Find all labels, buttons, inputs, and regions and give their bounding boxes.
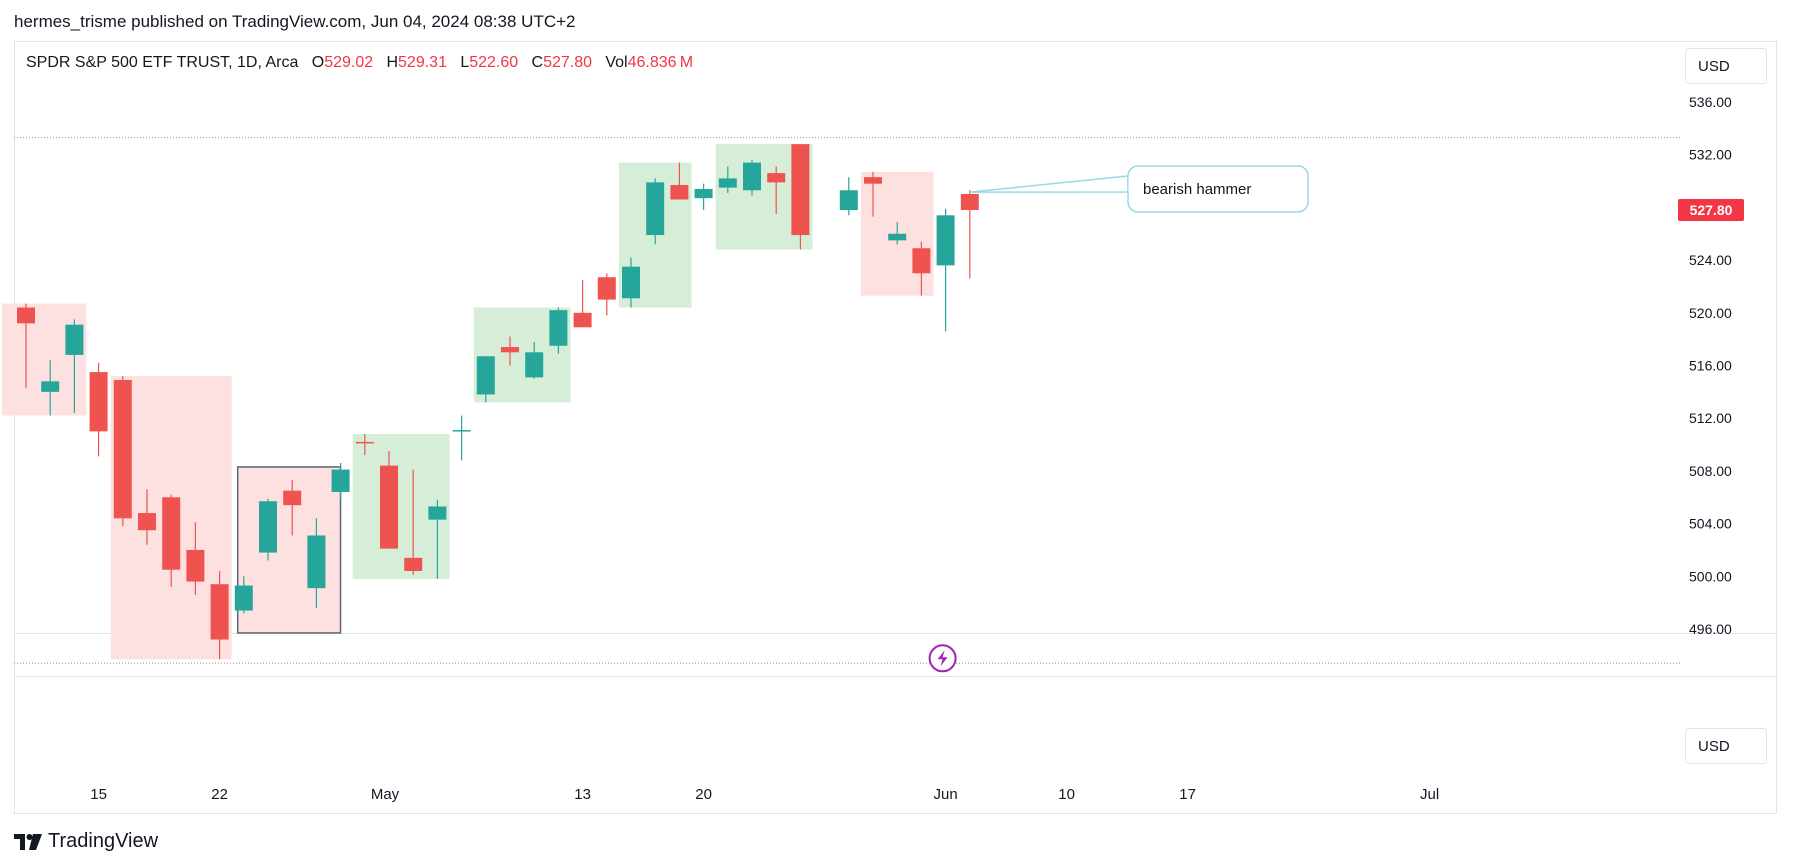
candle-body-21 — [501, 347, 519, 353]
x-tick-4: 13 — [574, 786, 591, 803]
candle-body-22 — [525, 352, 544, 378]
y-tick-9: 504.00 — [1689, 516, 1732, 532]
volume-value: 46.836 — [627, 54, 677, 71]
candle-body-28 — [670, 185, 689, 200]
candle-body-39 — [960, 193, 979, 211]
candle-body-24 — [573, 312, 592, 328]
candle-body-7 — [162, 497, 181, 570]
volume-label: Vol — [605, 54, 628, 71]
candle-body-27 — [646, 182, 665, 236]
candle-body-14 — [331, 469, 350, 492]
candle-body-4 — [89, 372, 108, 432]
candle-body-33 — [791, 144, 810, 236]
tradingview-logo[interactable]: TradingView — [14, 830, 158, 853]
candle-body-16 — [380, 465, 398, 549]
candle-body-10 — [234, 585, 253, 611]
candle-body-35 — [864, 177, 882, 184]
annotation-text: bearish hammer — [1143, 181, 1251, 198]
annotation-pointer — [969, 175, 1129, 193]
pane-separator-2 — [14, 676, 1777, 677]
open-label: O — [311, 54, 325, 71]
candle-body-31 — [743, 162, 761, 191]
y-tick-2: 532.00 — [1689, 147, 1732, 163]
x-tick-2: 22 — [211, 786, 228, 803]
volume-unit: M — [679, 54, 694, 71]
symbol-name: SPDR S&P 500 ETF TRUST, 1D, Arca — [26, 54, 299, 71]
candle-body-32 — [767, 173, 786, 183]
candle-body-19 — [452, 430, 471, 432]
currency-button-top[interactable]: USD — [1685, 48, 1767, 84]
pattern-zone-1 — [1, 303, 87, 416]
y-tick-10: 500.00 — [1689, 568, 1732, 584]
close-label: C — [531, 54, 544, 71]
candle-body-3 — [65, 324, 84, 355]
candle-body-29 — [694, 188, 713, 199]
x-tick-6: Jun — [934, 786, 958, 803]
close-value: 527.80 — [543, 54, 592, 71]
candle-body-1 — [17, 307, 35, 324]
candle-body-13 — [307, 535, 326, 589]
low-label: L — [460, 54, 470, 71]
high-value: 529.31 — [398, 54, 447, 71]
candle-body-26 — [622, 266, 640, 299]
candle-body-37 — [912, 248, 931, 274]
y-tick-6: 516.00 — [1689, 358, 1732, 374]
symbol-legend: SPDR S&P 500 ETF TRUST, 1D, Arca O529.02… — [26, 54, 693, 72]
candle-body-20 — [476, 356, 495, 395]
candle-body-9 — [210, 584, 229, 640]
candle-body-5 — [113, 379, 132, 519]
candle-body-15 — [355, 441, 374, 444]
high-label: H — [386, 54, 399, 71]
tradingview-brand: TradingView — [48, 830, 159, 852]
candle-body-30 — [718, 178, 737, 188]
y-tick-11: 496.00 — [1689, 621, 1732, 637]
tradingview-logo-icon — [14, 833, 42, 850]
annotation-join — [1128, 177, 1132, 192]
candle-body-34 — [839, 190, 858, 211]
x-tick-7: 10 — [1058, 786, 1075, 803]
publish-header: hermes_trisme published on TradingView.c… — [14, 12, 576, 31]
candle-body-17 — [404, 557, 423, 572]
candle-body-36 — [888, 233, 907, 241]
low-value: 522.60 — [469, 54, 519, 71]
currency-button-bottom[interactable]: USD — [1685, 728, 1767, 764]
x-tick-5: 20 — [695, 786, 712, 803]
x-tick-1: 15 — [90, 786, 107, 803]
annotation-callout — [1127, 165, 1309, 213]
y-tick-8: 508.00 — [1689, 463, 1732, 479]
chart-frame — [14, 41, 1777, 814]
candle-body-38 — [936, 215, 955, 266]
candle-body-8 — [186, 549, 205, 582]
x-tick-9: Jul — [1420, 786, 1439, 803]
candle-body-12 — [283, 490, 302, 506]
x-tick-3: May — [371, 786, 400, 803]
y-tick-1: 536.00 — [1689, 94, 1732, 110]
open-value: 529.02 — [324, 54, 374, 71]
y-tick-4: 524.00 — [1689, 252, 1732, 268]
pane-separator-1 — [14, 633, 1777, 634]
candle-body-25 — [597, 277, 616, 300]
lightning-icon — [937, 650, 948, 667]
candle-body-6 — [138, 513, 156, 531]
y-tick-7: 512.00 — [1689, 410, 1732, 426]
y-tick-5: 520.00 — [1689, 305, 1732, 321]
x-tick-8: 17 — [1179, 786, 1196, 803]
candle-body-11 — [259, 501, 277, 553]
last-price-badge — [1678, 199, 1744, 222]
candle-body-18 — [428, 506, 447, 520]
candle-body-23 — [549, 310, 568, 346]
candle-body-2 — [41, 381, 60, 392]
last-price-label: 527.80 — [1690, 202, 1733, 218]
